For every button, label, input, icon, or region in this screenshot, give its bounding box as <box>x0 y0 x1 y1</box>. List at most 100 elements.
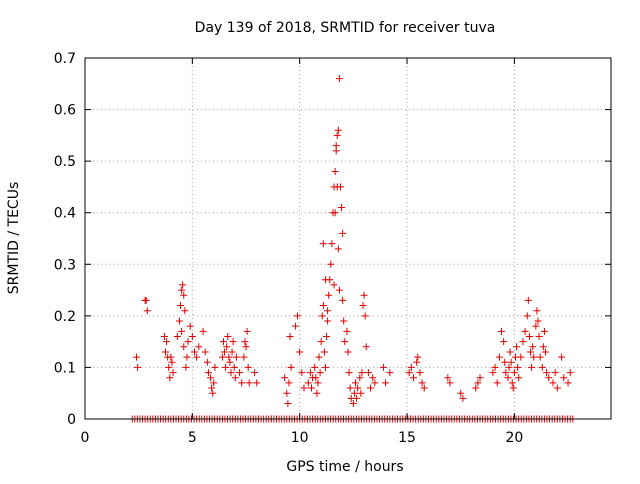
data-point <box>300 384 308 392</box>
data-point <box>324 307 332 315</box>
data-point <box>195 343 203 351</box>
data-point <box>320 348 328 356</box>
y-tick-label: 0 <box>67 412 76 428</box>
x-tick-label: 5 <box>188 430 197 446</box>
x-tick-label: 20 <box>505 430 523 446</box>
data-point <box>493 379 501 387</box>
data-point <box>505 363 513 371</box>
data-point <box>356 374 364 382</box>
data-point <box>175 317 183 325</box>
data-point <box>183 353 191 361</box>
data-point <box>296 348 304 356</box>
data-point <box>142 296 150 304</box>
data-point <box>361 312 369 320</box>
axis-ticks: 0 0.1 0.2 0.3 0.4 0.5 0.6 0.7 0 5 10 15 20 <box>54 51 611 446</box>
data-point <box>564 379 572 387</box>
data-point <box>227 369 235 377</box>
data-point <box>371 379 379 387</box>
data-point <box>358 369 366 377</box>
data-point <box>379 363 387 371</box>
data-point <box>334 245 342 253</box>
data-point <box>526 348 534 356</box>
data-point <box>386 369 394 377</box>
data-point <box>298 369 306 377</box>
data-point <box>330 281 338 289</box>
data-point <box>536 353 544 361</box>
data-point <box>353 394 361 402</box>
data-point <box>162 348 170 356</box>
data-point <box>413 358 421 366</box>
y-tick-label: 0.1 <box>54 360 76 376</box>
data-point <box>182 363 190 371</box>
y-tick-label: 0.5 <box>54 154 76 170</box>
data-point <box>168 358 176 366</box>
data-point <box>549 379 557 387</box>
data-point <box>501 358 509 366</box>
data-point <box>446 379 454 387</box>
data-point <box>407 363 415 371</box>
data-point <box>208 384 216 392</box>
data-point <box>240 353 248 361</box>
data-point <box>521 327 529 335</box>
data-point <box>566 369 574 377</box>
data-point <box>316 369 324 377</box>
data-point <box>341 338 349 346</box>
data-point <box>474 379 482 387</box>
data-point <box>134 363 142 371</box>
data-point <box>339 296 347 304</box>
data-point <box>190 348 198 356</box>
data-point <box>523 312 531 320</box>
data-point <box>223 343 231 351</box>
data-point <box>350 389 358 397</box>
data-point <box>354 384 362 392</box>
data-point <box>318 312 326 320</box>
data-point <box>508 379 516 387</box>
data-point <box>519 338 527 346</box>
data-point <box>414 353 422 361</box>
data-point <box>323 332 331 340</box>
chart-title: Day 139 of 2018, SRMTID for receiver tuv… <box>195 20 496 36</box>
data-point <box>405 369 413 377</box>
data-point <box>359 302 367 310</box>
data-point <box>243 327 251 335</box>
data-point <box>210 379 218 387</box>
data-point <box>331 209 339 217</box>
data-point <box>528 363 536 371</box>
x-axis-label: GPS time / hours <box>286 459 403 475</box>
data-point <box>352 379 360 387</box>
data-point <box>315 353 323 361</box>
data-point <box>529 343 537 351</box>
data-point <box>311 363 319 371</box>
data-point <box>241 338 249 346</box>
data-point <box>178 327 186 335</box>
data-point <box>525 332 533 340</box>
data-point <box>409 374 417 382</box>
data-point <box>199 327 207 335</box>
data-point <box>224 332 232 340</box>
data-point <box>444 374 452 382</box>
data-point <box>491 363 499 371</box>
data-point <box>560 374 568 382</box>
data-point <box>498 327 506 335</box>
data-point <box>166 374 174 382</box>
data-point <box>524 296 532 304</box>
data-point <box>543 369 551 377</box>
y-tick-label: 0.7 <box>54 51 76 67</box>
data-point <box>420 384 428 392</box>
data-point <box>184 338 192 346</box>
data-point <box>328 240 336 248</box>
data-point <box>219 338 227 346</box>
data-point <box>143 307 151 315</box>
data-point <box>306 369 314 377</box>
y-tick-label: 0.3 <box>54 257 76 273</box>
data-point <box>362 343 370 351</box>
data-point <box>349 400 357 408</box>
y-tick-label: 0.2 <box>54 309 76 325</box>
data-point <box>284 400 292 408</box>
data-point <box>167 353 175 361</box>
data-point <box>211 363 219 371</box>
data-point <box>327 260 335 268</box>
data-point <box>515 374 523 382</box>
data-point <box>236 369 244 377</box>
